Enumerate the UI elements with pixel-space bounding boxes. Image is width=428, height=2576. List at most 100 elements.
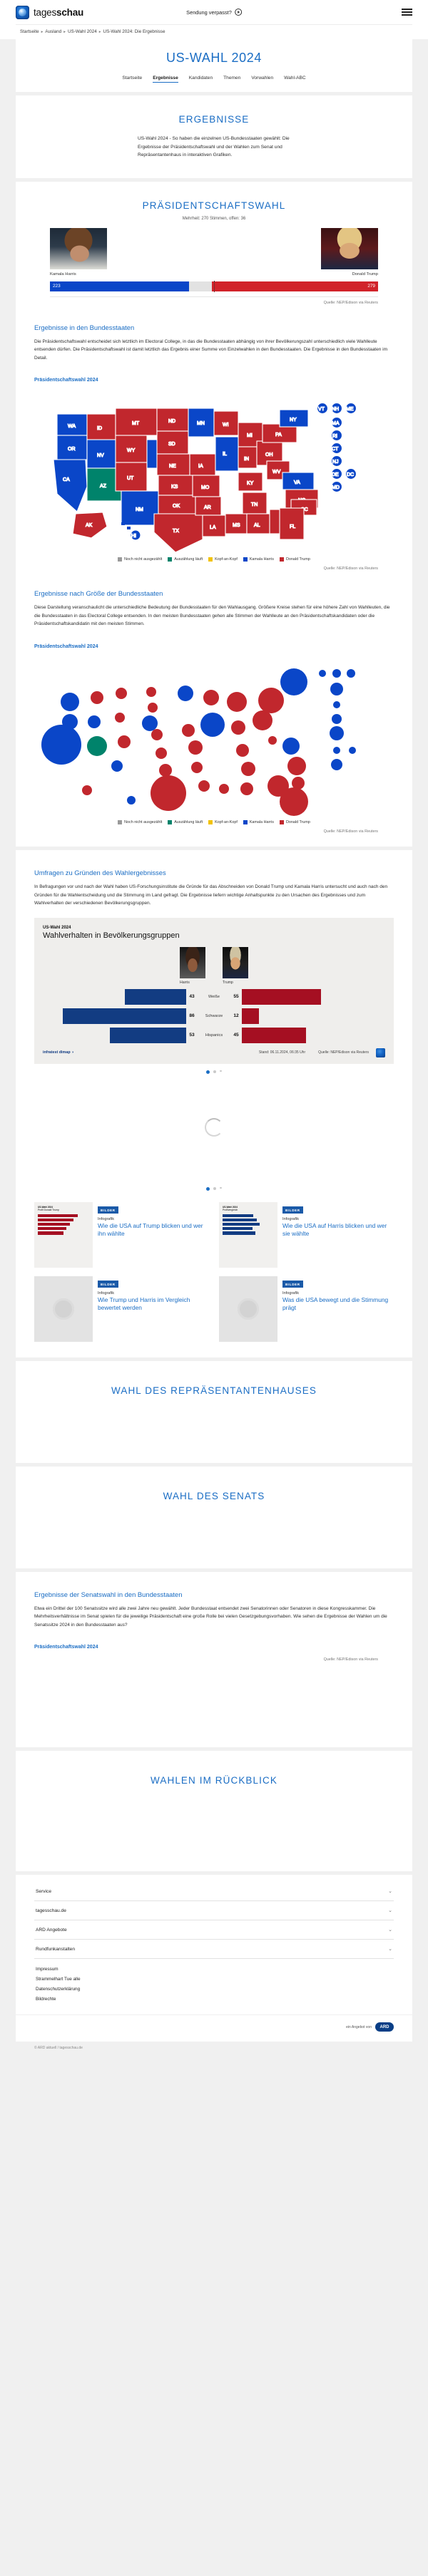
chart-source: Quelle: NEP/Edison via Reuters (318, 1050, 369, 1055)
carousel-dot[interactable] (220, 1186, 222, 1189)
ard-placeholder-icon (53, 1298, 74, 1320)
tab-startseite[interactable]: Startseite (122, 76, 143, 81)
bar-trump (242, 1027, 307, 1043)
carousel-dot[interactable] (213, 1070, 217, 1073)
loading-area (16, 1074, 412, 1181)
play-icon[interactable] (234, 9, 242, 16)
breadcrumb-separator-icon: ▸ (63, 29, 66, 34)
footer-link-datenschutz[interactable]: Datenschutzerklärung (36, 1987, 81, 1992)
svg-text:SD: SD (168, 442, 175, 447)
tab-wahl-abc[interactable]: Wahl-ABC (284, 76, 306, 81)
footer-link-second[interactable]: Strammelhart Tue alle (36, 1977, 81, 1982)
footer-accordion-tagesschau[interactable]: tagesschau.de ⌄ (34, 1901, 394, 1921)
footer-link-impressum[interactable]: Impressum (36, 1967, 58, 1972)
sendung-verpasst-link[interactable]: Sendung verpasst? (186, 9, 242, 16)
poll-infographic[interactable]: US-Wahl 2024 Wahlverhalten in Bevölkerun… (34, 917, 394, 1064)
us-electoral-map[interactable]: WA OR CA ID MT NV WY AZ UT NM CO ND SD N… (16, 387, 412, 554)
tagesschau-brand[interactable]: tagesschau (16, 5, 83, 19)
tab-ergebnisse[interactable]: Ergebnisse (153, 76, 178, 83)
us-bubble-map[interactable] (16, 653, 412, 817)
svg-text:WY: WY (127, 448, 136, 453)
candidate-photo-harris (50, 227, 107, 269)
svg-text:WI: WI (223, 423, 229, 428)
teaser-badge: BILDER (98, 1206, 118, 1214)
teaser-card[interactable]: BILDER Infografik Wie Trump und Harris i… (34, 1276, 209, 1342)
teaser-card[interactable]: BILDER Infografik Was die USA bewegt und… (219, 1276, 394, 1342)
chevron-down-icon: ⌄ (388, 1947, 392, 1952)
senate-states-heading: Ergebnisse der Senatswahl in den Bundess… (34, 1590, 183, 1598)
electoral-segment-harris: 223 (50, 281, 189, 291)
legend-swatch-icon (243, 557, 248, 562)
infographic-head-harris: Harris (180, 946, 205, 985)
carousel-dot-active[interactable] (206, 1186, 210, 1191)
carousel-dots[interactable] (16, 1064, 412, 1074)
thumb-title: Profilvergleich (223, 1208, 238, 1211)
carousel-dot[interactable] (213, 1186, 217, 1190)
svg-text:MO: MO (201, 485, 210, 490)
teaser-headline[interactable]: Wie die USA auf Harris blicken und wer s… (282, 1222, 387, 1238)
teaser-headline[interactable]: Wie Trump und Harris im Vergleich bewert… (98, 1296, 190, 1312)
institute-label: infratest dimap ◗ (43, 1050, 74, 1055)
carousel-dot[interactable] (220, 1070, 222, 1072)
footer-accordion-rundfunkanstalten[interactable]: Rundfunkanstalten ⌄ (34, 1940, 394, 1960)
ergebnisse-intro: US-Wahl 2024 - So haben die einzelnen US… (138, 136, 290, 158)
ard-placeholder-icon (238, 1298, 259, 1320)
senate-states-text: Etwa ein Drittel der 100 Senatssitze wir… (34, 1605, 387, 1628)
candidate-name-harris: Kamala Harris (50, 271, 76, 276)
teaser-kicker: Infografik (98, 1217, 115, 1222)
footer-ard-bar: ein Angebot von ARD (16, 2014, 412, 2042)
tab-vorwahlen[interactable]: Vorwahlen (251, 76, 274, 81)
chevron-down-icon: ⌄ (388, 1889, 392, 1895)
teaser-headline[interactable]: Wie die USA auf Trump blicken und wer ih… (98, 1222, 203, 1238)
breadcrumb-item-2[interactable]: US-Wahl 2024 (68, 29, 97, 34)
breadcrumb-separator-icon: ▸ (41, 29, 44, 34)
svg-text:MN: MN (197, 421, 205, 426)
hamburger-menu-icon[interactable] (402, 9, 412, 16)
svg-text:IL: IL (223, 452, 227, 457)
map-legend: Noch nicht ausgezählt Auszählung läuft K… (16, 554, 412, 563)
legend-swatch-icon (243, 819, 248, 824)
breadcrumb-item-1[interactable]: Ausland (45, 29, 62, 34)
ard-logo-icon (16, 5, 29, 19)
harris-portrait (180, 946, 205, 978)
svg-text:MT: MT (132, 421, 140, 426)
tab-kandidaten[interactable]: Kandidaten (188, 76, 213, 81)
footer-accordion-service[interactable]: Service ⌄ (34, 1882, 394, 1902)
umfragen-card: Umfragen zu Gründen des Wahlergebnisses … (16, 849, 412, 1357)
bubble-source-note: Quelle: NEP/Edison via Reuters (323, 829, 378, 834)
tab-themen[interactable]: Themen (223, 76, 241, 81)
teaser-grid: US-Wahl 2024 Profil Donald Trump BILDER … (16, 1191, 412, 1357)
bar-trump (242, 988, 321, 1005)
svg-text:OH: OH (265, 452, 273, 457)
legend-label: Kopf-an-Kopf (215, 557, 238, 562)
carousel-dots-secondary[interactable] (16, 1181, 412, 1191)
series-label-trump: Trump (223, 980, 233, 985)
senate-graphic-title: Präsidentschaftswahl 2024 (34, 1645, 98, 1650)
majority-marker (214, 280, 215, 292)
svg-text:IN: IN (244, 457, 249, 462)
page-title-card: US-WAHL 2024 Startseite Ergebnisse Kandi… (16, 39, 412, 92)
legend-item-counting: Auszählung läuft (168, 557, 203, 562)
svg-text:NY: NY (290, 418, 297, 423)
teaser-card[interactable]: US-Wahl 2024 Profilvergleich BILDER Info… (219, 1201, 394, 1268)
legend-swatch-icon (279, 819, 284, 824)
legend-swatch-icon (208, 819, 213, 824)
breadcrumb-item-0[interactable]: Startseite (20, 29, 39, 34)
teaser-headline[interactable]: Was die USA bewegt und die Stimmung präg… (282, 1296, 389, 1312)
page-root: tagesschau Sendung verpasst? Startseite … (0, 0, 428, 2050)
legend-label: Kamala Harris (249, 557, 274, 562)
svg-text:CT: CT (332, 447, 339, 452)
footer-link-bildrechte[interactable]: Bildrechte (36, 1997, 56, 2002)
trump-portrait (223, 946, 248, 978)
legend-swatch-icon (279, 557, 284, 562)
teaser-card[interactable]: US-Wahl 2024 Profil Donald Trump BILDER … (34, 1201, 209, 1268)
legend-label: Noch nicht ausgezählt (124, 819, 163, 824)
footer-accordion-ard-angebote[interactable]: ARD Angebote ⌄ (34, 1920, 394, 1940)
senate-states-card: Ergebnisse der Senatswahl in den Bundess… (16, 1571, 412, 1748)
value-harris: 53 (189, 1033, 195, 1038)
carousel-dot-active[interactable] (206, 1070, 210, 1074)
candidate-photo-trump (321, 227, 378, 269)
value-trump: 12 (233, 1013, 239, 1019)
states-text: Die Präsidentschaftswahl entscheidet sic… (34, 338, 388, 361)
electoral-vote-bar[interactable]: 223 279 (50, 280, 378, 292)
